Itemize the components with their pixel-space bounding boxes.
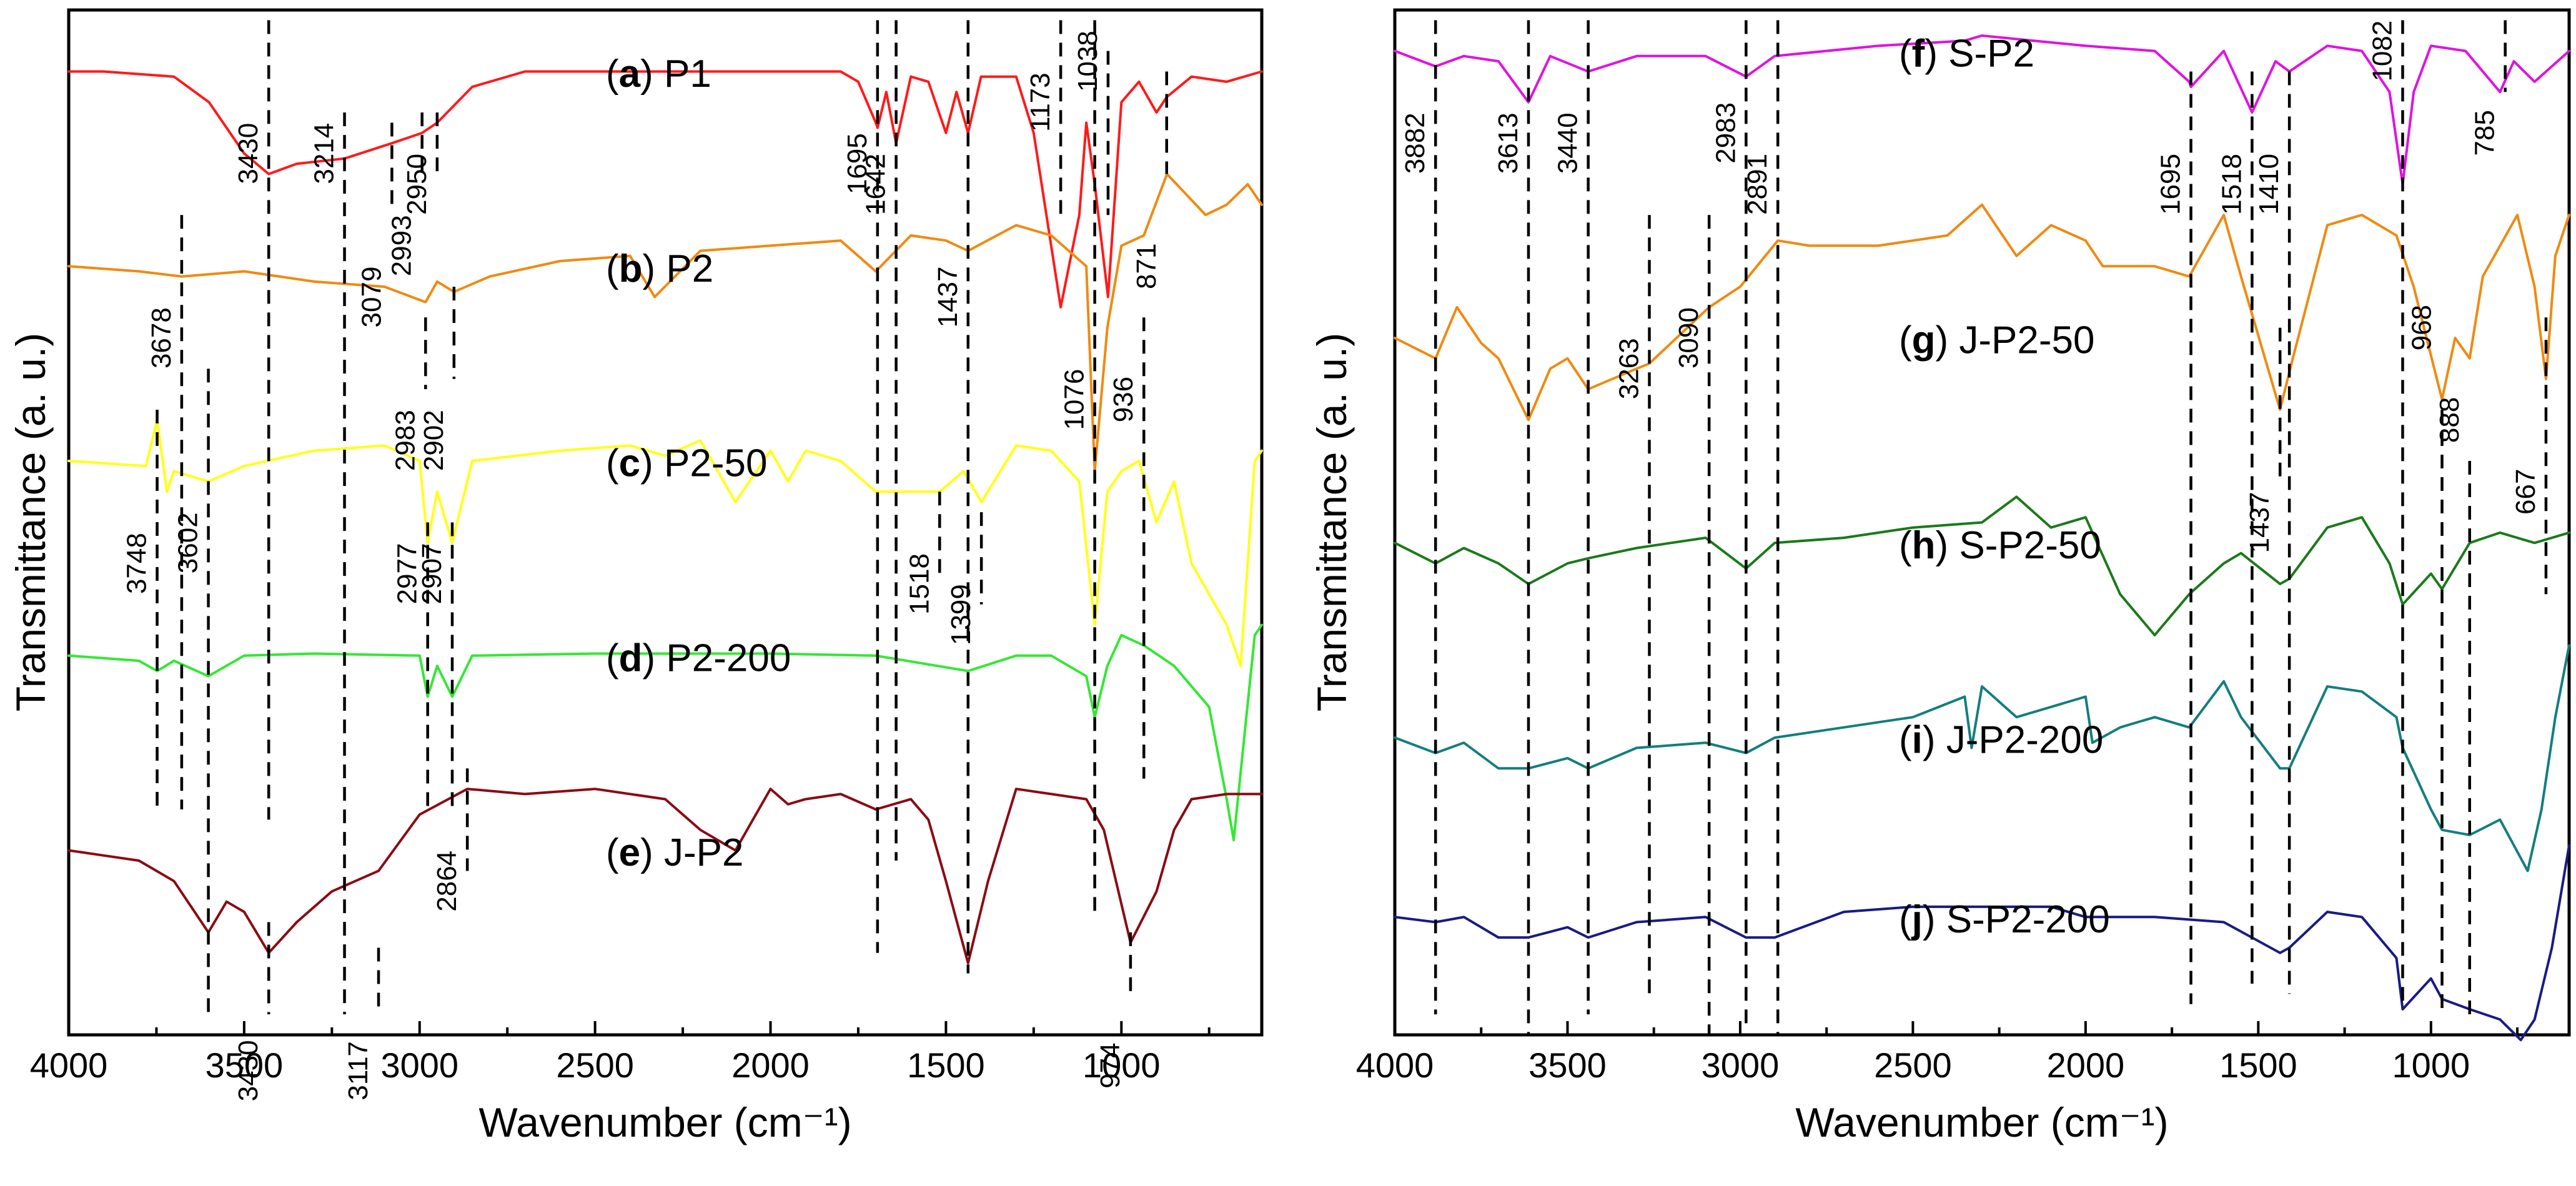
peak-label-1695: 1695 [2156,154,2186,215]
series-label-p2: (b) P2 [606,247,713,290]
left-x-tick-label: 3000 [380,1045,458,1085]
peak-label-2983: 2983 [1710,102,1741,164]
peak-label-3748: 3748 [122,533,152,594]
peak-label-1410: 1410 [2254,154,2284,215]
spectrum-s-p2-50 [1394,495,2570,636]
series-label-p1: (a) P1 [606,52,711,96]
spectrum-p1 [67,70,1263,309]
spectrum-j-p2 [67,788,1263,965]
peak-label-1518: 1518 [2216,154,2247,215]
peak-label-2902: 2902 [419,410,449,471]
left-x-tick-label: 4000 [30,1045,108,1085]
left-panel: Transmittance (a. u.) Wavenumber (cm⁻¹) … [7,8,1264,1145]
series-label-s-p2-200: (j) S-P2-200 [1899,898,2110,941]
right-plot-frame [1393,8,2571,1037]
right-x-tick-label: 2500 [1874,1045,1952,1085]
peak-label-1173: 1173 [1025,72,1056,132]
spectrum-j-p2-200 [1394,644,2570,872]
peak-label-3117: 3117 [343,1041,374,1100]
right-x-tick-label: 3500 [1528,1045,1607,1085]
left-y-axis-title: Transmittance (a. u.) [7,333,54,711]
right-x-tick-label: 2000 [2047,1045,2125,1085]
peak-label-3602: 3602 [173,512,204,573]
left-x-tick-label: 1500 [907,1045,985,1085]
peak-label-3440: 3440 [1553,112,1583,174]
peak-label-1437: 1437 [933,267,963,328]
peak-label-3430: 3430 [233,123,264,184]
peak-label-1642: 1642 [861,154,891,215]
peak-label-1437: 1437 [2244,492,2275,553]
left-x-tick-label: 3500 [206,1045,284,1085]
left-x-tick-label: 1000 [1082,1045,1161,1085]
peak-label-3079: 3079 [356,267,387,328]
peak-label-1038: 1038 [1073,31,1103,92]
spectrum-p2-50 [67,418,1263,668]
peak-label-2950: 2950 [402,154,432,215]
spectrum-j-p2-50 [1394,203,2570,422]
spectrum-p2-200 [67,623,1263,842]
right-y-axis-title: Transmittance (a. u.) [1309,333,1355,711]
right-x-tick-label: 3000 [1702,1045,1780,1085]
peak-label-785: 785 [2470,110,2500,156]
peak-label-968: 968 [2407,305,2437,350]
peak-label-2907: 2907 [417,543,447,605]
peak-label-3613: 3613 [1493,112,1523,174]
right-x-tick-label: 1000 [2392,1045,2470,1085]
series-label-s-p2: (f) S-P2 [1899,32,2034,75]
peak-label-2983: 2983 [390,410,420,471]
right-x-tick-label: 1500 [2219,1045,2297,1085]
peak-label-936: 936 [1108,377,1139,422]
peak-label-2993: 2993 [387,215,417,276]
right-panel: Transmittance (a. u.) Wavenumber (cm⁻¹) … [1309,8,2571,1145]
series-label-s-p2-50: (h) S-P2-50 [1899,524,2101,567]
series-label-j-p2-50: (g) J-P2-50 [1899,319,2095,362]
peak-label-871: 871 [1131,244,1162,289]
left-x-tick-label: 2000 [731,1045,810,1085]
left-x-axis-title: Wavenumber (cm⁻¹) [478,1099,851,1145]
right-x-axis-title: Wavenumber (cm⁻¹) [1795,1099,2168,1145]
peak-label-888: 888 [2434,397,2465,443]
spectrum-s-p2 [1394,34,2570,185]
peak-label-2891: 2891 [1742,154,1773,215]
left-x-tick-label: 2500 [556,1045,634,1085]
peak-label-974: 974 [1095,1042,1126,1088]
left-plot-frame [67,8,1264,1037]
peak-label-2977: 2977 [392,543,423,605]
peak-label-1518: 1518 [904,553,934,615]
peak-label-2864: 2864 [432,851,462,912]
peak-label-3882: 3882 [1400,112,1430,174]
peak-label-667: 667 [2510,469,2541,515]
peak-label-3090: 3090 [1673,307,1704,368]
peak-label-3430: 3430 [233,1040,264,1101]
peak-label-1695: 1695 [842,133,873,194]
peak-label-1076: 1076 [1059,369,1090,430]
series-label-j-p2: (e) J-P2 [606,831,744,874]
series-label-j-p2-200: (i) J-P2-200 [1899,719,2103,762]
peak-label-3263: 3263 [1614,338,1645,399]
peak-label-3214: 3214 [309,123,340,184]
peak-label-3678: 3678 [146,307,177,368]
series-label-p2-200: (d) P2-200 [606,636,791,679]
spectrum-p2 [67,172,1263,473]
peak-label-1399: 1399 [946,584,976,645]
peak-label-1082: 1082 [2367,21,2398,82]
right-x-tick-label: 4000 [1356,1045,1434,1085]
spectrum-s-p2-200 [1394,844,2570,1042]
series-label-p2-50: (c) P2-50 [606,442,767,485]
